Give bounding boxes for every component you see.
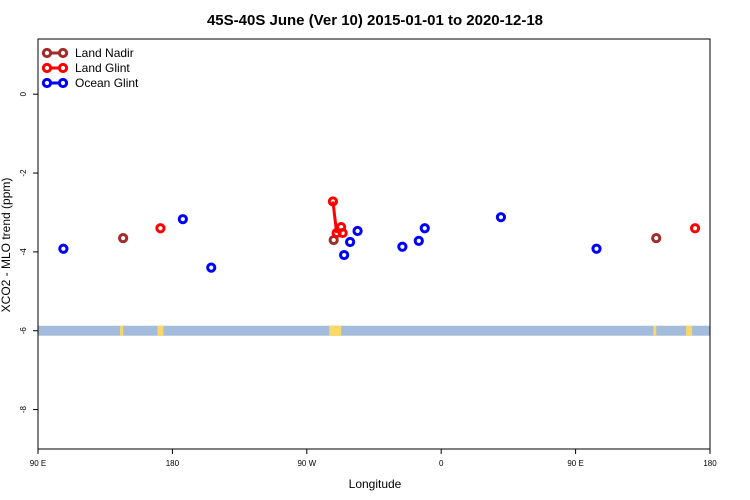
land-glint-line — [331, 201, 339, 234]
map-land-patch — [338, 325, 342, 336]
legend-item-land-glint: Land Glint — [41, 61, 130, 75]
ocean-glint-point — [58, 243, 69, 254]
chart-title: 45S-40S June (Ver 10) 2015-01-01 to 2020… — [207, 12, 543, 29]
x-axis: 90 E 180 90 W 0 90 E 180 — [30, 449, 717, 468]
legend-marker — [41, 47, 53, 59]
legend-marker — [41, 77, 53, 89]
series-land-nadir — [118, 232, 662, 246]
ocean-glint-point — [352, 225, 363, 237]
map-land-patch — [689, 325, 693, 336]
legend-item-land-nadir: Land Nadir — [41, 46, 134, 60]
series-land-glint — [155, 196, 701, 239]
y-tick-label: -8 — [19, 405, 28, 413]
land-glint-point — [327, 196, 339, 207]
series-ocean-glint — [58, 212, 602, 273]
legend-marker — [57, 62, 69, 74]
ocean-glint-point — [591, 243, 602, 254]
ocean-glint-point — [339, 249, 350, 261]
x-tick-label: 180 — [703, 459, 717, 468]
y-tick-label: -6 — [19, 327, 28, 335]
x-tick-label: 90 E — [30, 459, 46, 468]
ocean-glint-point — [495, 212, 507, 223]
map-ocean-band — [38, 325, 710, 336]
y-tick-label: 0 — [19, 91, 28, 96]
x-axis-label: Longitude — [349, 477, 402, 491]
x-tick-label: 180 — [166, 459, 180, 468]
land-nadir-point — [651, 232, 662, 244]
ocean-glint-point — [413, 235, 424, 246]
land-glint-point — [336, 221, 347, 233]
legend-marker — [57, 47, 69, 59]
map-land-patch — [160, 325, 164, 336]
land-nadir-point — [118, 232, 129, 244]
legend-label: Ocean Glint — [75, 76, 139, 90]
ocean-glint-point — [177, 214, 188, 225]
y-axis-label: XCO2 - MLO trend (ppm) — [0, 178, 13, 313]
map-land-patch — [120, 325, 124, 336]
land-glint-point — [689, 223, 701, 234]
y-tick-label: -4 — [19, 248, 28, 256]
x-tick-label: 90 E — [567, 459, 583, 468]
ocean-glint-point — [345, 236, 356, 248]
ocean-glint-point — [397, 241, 408, 252]
plot-frame — [37, 38, 711, 450]
land-glint-point — [155, 223, 166, 234]
legend-label: Land Glint — [75, 61, 130, 75]
legend-marker — [41, 62, 53, 74]
y-tick-label: -2 — [19, 169, 28, 177]
series-layer — [58, 196, 701, 273]
legend-label: Land Nadir — [75, 46, 134, 60]
x-tick-label: 90 W — [297, 459, 316, 468]
x-tick-label: 0 — [439, 459, 444, 468]
ocean-glint-point — [206, 262, 217, 273]
legend-marker — [57, 77, 69, 89]
y-axis: 0 -2 -4 -6 -8 — [19, 91, 38, 413]
legend-item-ocean-glint: Ocean Glint — [41, 76, 139, 90]
map-land-patch — [653, 325, 657, 336]
map-strip — [38, 325, 710, 336]
ocean-glint-point — [419, 223, 430, 234]
